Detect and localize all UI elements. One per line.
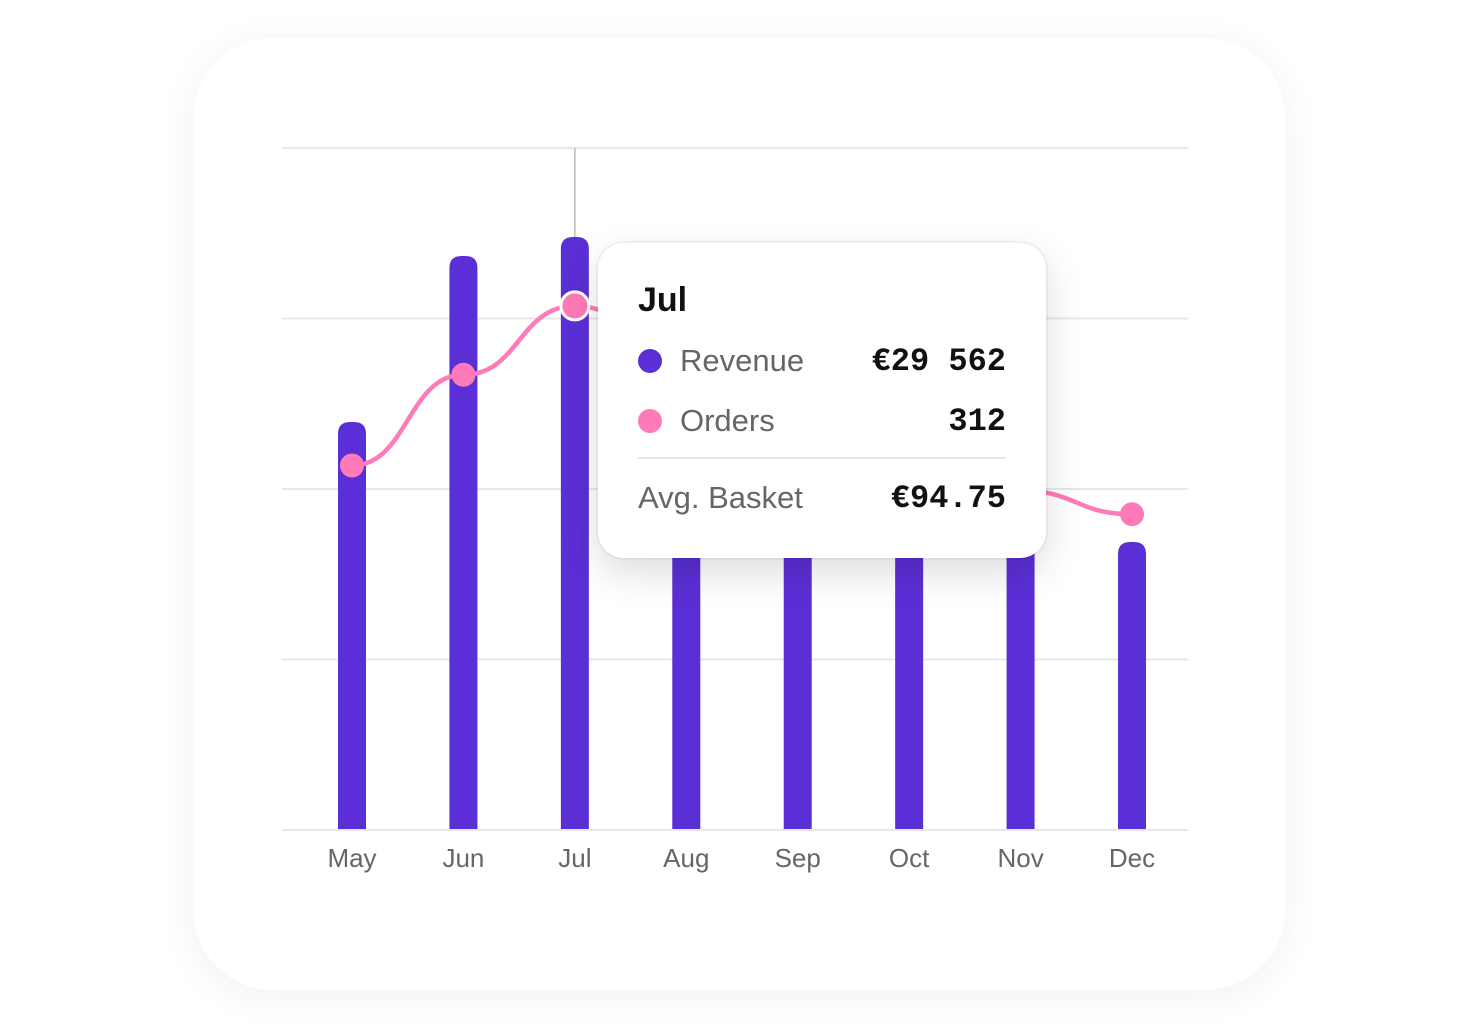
tooltip-value: €29 562 — [871, 342, 1006, 380]
point — [451, 362, 476, 387]
x-tick-label: Nov — [997, 843, 1043, 873]
x-tick-label: Oct — [889, 843, 930, 873]
x-tick-label: Sep — [775, 843, 821, 873]
bar — [560, 237, 589, 830]
x-tick-label: Dec — [1109, 843, 1155, 873]
tooltip: Jul Revenue €29 562 Orders 312 Avg. Bask… — [598, 243, 1046, 558]
tooltip-value: 312 — [948, 402, 1006, 440]
tooltip-row: Orders 312 — [638, 391, 1006, 451]
legend-label: Revenue — [680, 343, 805, 378]
point — [559, 290, 591, 322]
bar — [338, 422, 366, 830]
tooltip-title: Jul — [638, 281, 688, 319]
x-tick-label: Aug — [663, 843, 709, 873]
legend-dot — [638, 409, 662, 433]
x-tick-label: Jul — [558, 843, 591, 873]
x-tick-label: May — [327, 843, 376, 873]
bar — [449, 255, 478, 830]
tooltip-label: Avg. Basket — [638, 480, 803, 515]
legend-dot — [638, 349, 662, 373]
point — [1120, 502, 1145, 527]
tooltip-row: Avg. Basket €94.75 — [638, 463, 1006, 533]
legend-label: Orders — [680, 403, 775, 438]
bar — [1118, 541, 1147, 830]
divider — [638, 457, 1006, 459]
x-tick-label: Jun — [442, 843, 484, 873]
tooltip-value: €94.75 — [890, 479, 1006, 517]
point — [340, 453, 364, 478]
tooltip-row: Revenue €29 562 — [638, 331, 1006, 391]
